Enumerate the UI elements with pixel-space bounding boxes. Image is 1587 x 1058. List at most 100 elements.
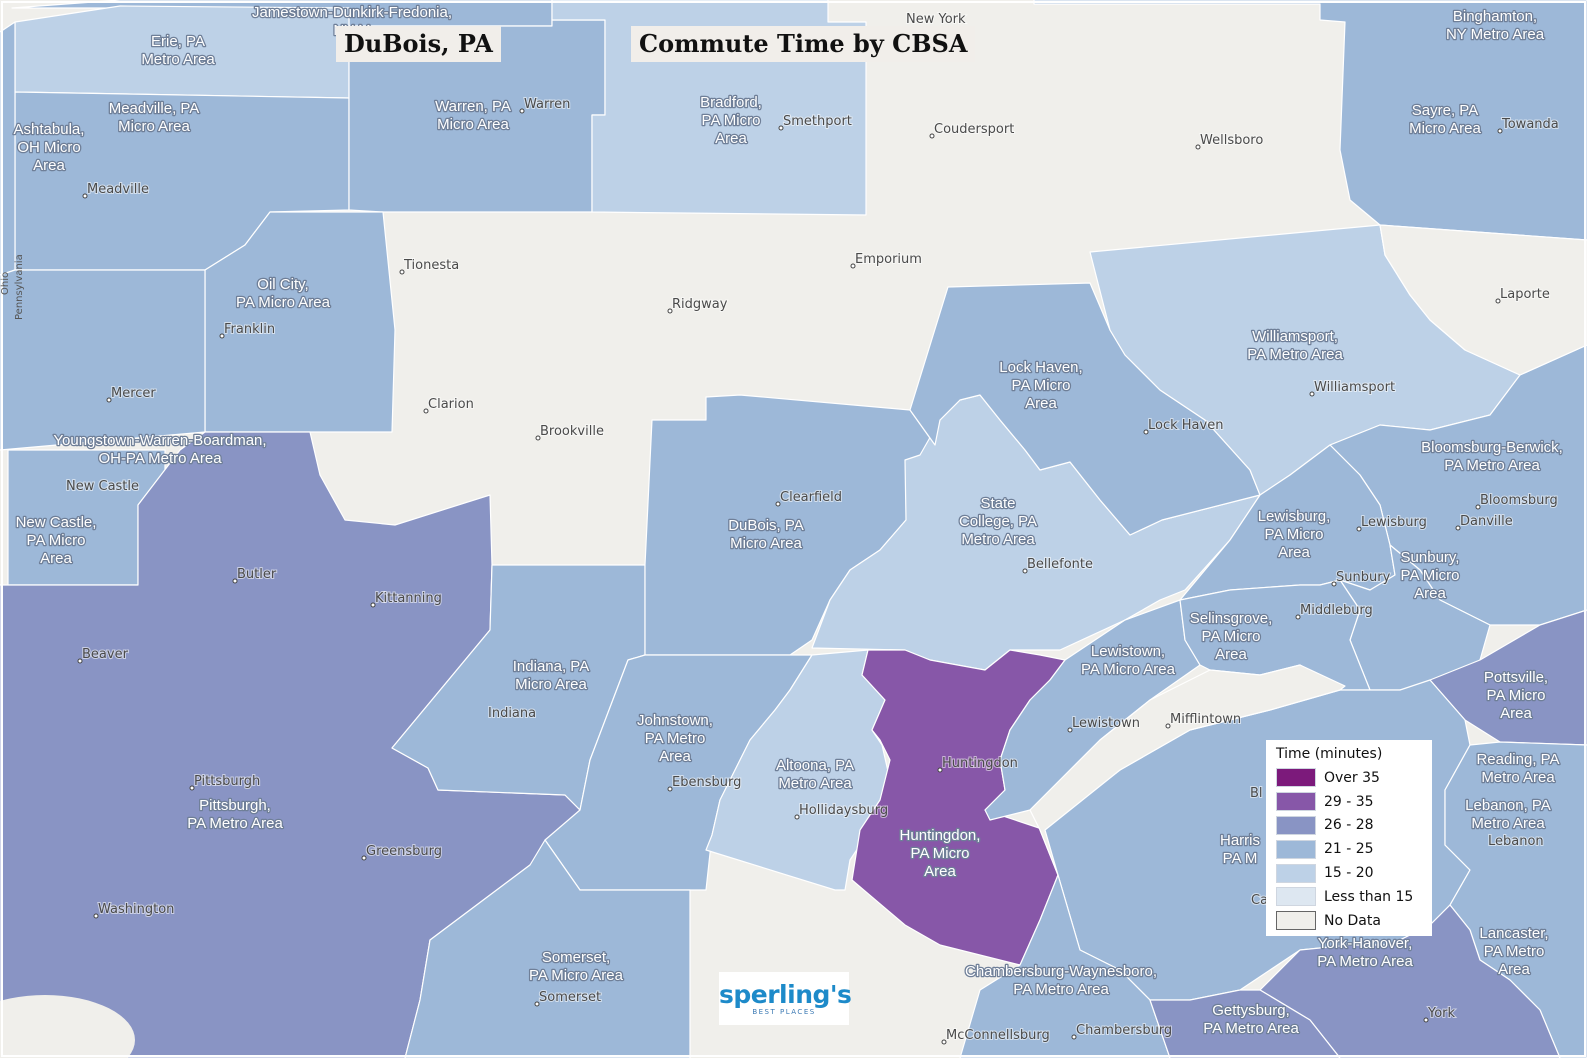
town-lewistown: Lewistown: [1067, 715, 1141, 733]
legend-label: 29 - 35: [1324, 793, 1374, 810]
area-label-youngstown: Youngstown-Warren-Boardman, OH-PA Metro A…: [53, 432, 266, 467]
legend-item-29-35: 29 - 35: [1276, 790, 1422, 814]
town-lock-haven: Lock Haven: [1143, 417, 1224, 435]
town-label: Warren: [524, 97, 570, 112]
state-label-pennsylvania: Pennsylvania: [14, 254, 25, 320]
town-coudersport: Coudersport: [929, 121, 1015, 139]
town-label: Danville: [1460, 514, 1513, 529]
town-ca: Ca: [1250, 892, 1269, 909]
town-marker-icon: [778, 125, 784, 131]
town-label: Williamsport: [1314, 380, 1395, 395]
town-wellsboro: Wellsboro: [1195, 132, 1264, 150]
legend: Time (minutes) Over 35 29 - 35 26 - 28 2…: [1266, 740, 1432, 936]
legend-title: Time (minutes): [1276, 746, 1383, 762]
area-label-lock-haven: Lock Haven, PA Micro Area: [999, 359, 1082, 412]
area-label-williamsport: Williamsport, PA Metro Area: [1247, 328, 1343, 363]
town-ebensburg: Ebensburg: [667, 774, 742, 792]
town-label: Ridgway: [672, 297, 728, 312]
town-label: Lewistown: [1072, 716, 1140, 731]
legend-label: Less than 15: [1324, 888, 1414, 905]
town-york: York: [1423, 1005, 1457, 1023]
town-marker-icon: [535, 435, 541, 441]
town-marker-icon: [937, 767, 943, 773]
town-franklin: Franklin: [219, 321, 276, 339]
town-label: Washington: [98, 902, 174, 917]
town-meadville: Meadville: [82, 181, 150, 199]
town-pittsburgh: Pittsburgh: [189, 773, 261, 791]
town-label: Mifflintown: [1170, 712, 1241, 727]
town-label: Emporium: [855, 252, 922, 267]
town-bl: Bl: [1249, 785, 1264, 802]
area-label-bradford: Bradford, PA Micro Area: [700, 94, 762, 147]
area-label-meadville: Meadville, PA Micro Area: [109, 100, 200, 135]
town-marker-icon: [1495, 298, 1501, 304]
town-label: Huntingdon: [942, 756, 1018, 771]
town-butler: Butler: [232, 566, 278, 584]
area-label-johnstown: Johnstown, PA Metro Area: [637, 712, 713, 765]
town-danville: Danville: [1455, 513, 1514, 531]
town-middleburg: Middleburg: [1295, 602, 1374, 620]
place-title: DuBois, PA: [336, 26, 501, 62]
town-label: Clearfield: [780, 490, 842, 505]
legend-label: 21 - 25: [1324, 841, 1374, 858]
legend-item-no-data: No Data: [1276, 909, 1422, 933]
town-greensburg: Greensburg: [361, 843, 443, 861]
region-no-data-ne: [1379, 224, 1587, 376]
town-marker-icon: [189, 785, 195, 791]
legend-label: No Data: [1324, 912, 1381, 929]
town-label: Hollidaysburg: [799, 803, 888, 818]
town-marker-icon: [423, 408, 429, 414]
area-label-lewistown: Lewistown, PA Micro Area: [1081, 643, 1176, 678]
area-label-indiana: Indiana, PA Micro Area: [513, 658, 589, 693]
town-new-castle: New Castle: [65, 478, 140, 495]
town-label: Ca: [1251, 893, 1268, 908]
area-label-lebanon: Lebanon, PA Metro Area: [1465, 797, 1551, 832]
area-label-altoona: Altoona, PA Metro Area: [776, 757, 854, 792]
town-clearfield: Clearfield: [775, 489, 843, 507]
town-laporte: Laporte: [1495, 286, 1551, 304]
area-label-state-college: State College, PA Metro Area: [959, 495, 1037, 548]
town-indiana: Indiana: [487, 705, 537, 722]
town-marker-icon: [1022, 568, 1028, 574]
area-label-harrisburg: Harris PA M: [1220, 832, 1260, 867]
town-marker-icon: [1356, 526, 1362, 532]
town-label: Butler: [237, 567, 277, 582]
legend-label: Over 35: [1324, 769, 1380, 786]
area-label-selinsgrove: Selinsgrove, PA Micro Area: [1190, 610, 1273, 663]
town-label: Wellsboro: [1200, 133, 1263, 148]
town-label: Bloomsburg: [1480, 493, 1558, 508]
area-label-warren: Warren, PA Micro Area: [435, 98, 511, 133]
town-marker-icon: [1423, 1017, 1429, 1023]
area-label-lewisburg: Lewisburg, PA Micro Area: [1258, 508, 1331, 561]
area-label-dubois: DuBois, PA Micro Area: [728, 517, 804, 552]
legend-swatch: [1276, 863, 1316, 883]
area-label-erie: Erie, PA Metro Area: [141, 33, 215, 68]
area-label-chambersburg: Chambersburg-Waynesboro, PA Metro Area: [965, 963, 1157, 998]
town-marker-icon: [77, 658, 83, 664]
town-label: Clarion: [428, 397, 474, 412]
town-label: Franklin: [224, 322, 275, 337]
legend-item-less-than-15: Less than 15: [1276, 885, 1422, 909]
town-emporium: Emporium: [850, 251, 923, 269]
town-marker-icon: [667, 786, 673, 792]
legend-swatch: [1276, 839, 1316, 859]
town-huntingdon: Huntingdon: [937, 755, 1019, 773]
legend-label: 26 - 28: [1324, 817, 1374, 834]
town-marker-icon: [361, 855, 367, 861]
town-label: Brookville: [540, 424, 604, 439]
town-williamsport: Williamsport: [1309, 379, 1396, 397]
town-lewisburg: Lewisburg: [1356, 514, 1428, 532]
town-clarion: Clarion: [423, 396, 475, 414]
town-label: Mercer: [111, 386, 156, 401]
town-marker-icon: [941, 1039, 947, 1045]
town-chambersburg: Chambersburg: [1071, 1022, 1173, 1040]
town-marker-icon: [232, 578, 238, 584]
town-label: Laporte: [1500, 287, 1550, 302]
region-gettysburg: [1149, 989, 1341, 1058]
town-marker-icon: [93, 913, 99, 919]
area-label-pottsville: Pottsville, PA Micro Area: [1484, 669, 1548, 722]
town-label: Indiana: [488, 706, 536, 721]
town-label: York: [1427, 1006, 1456, 1021]
town-marker-icon: [519, 108, 525, 114]
